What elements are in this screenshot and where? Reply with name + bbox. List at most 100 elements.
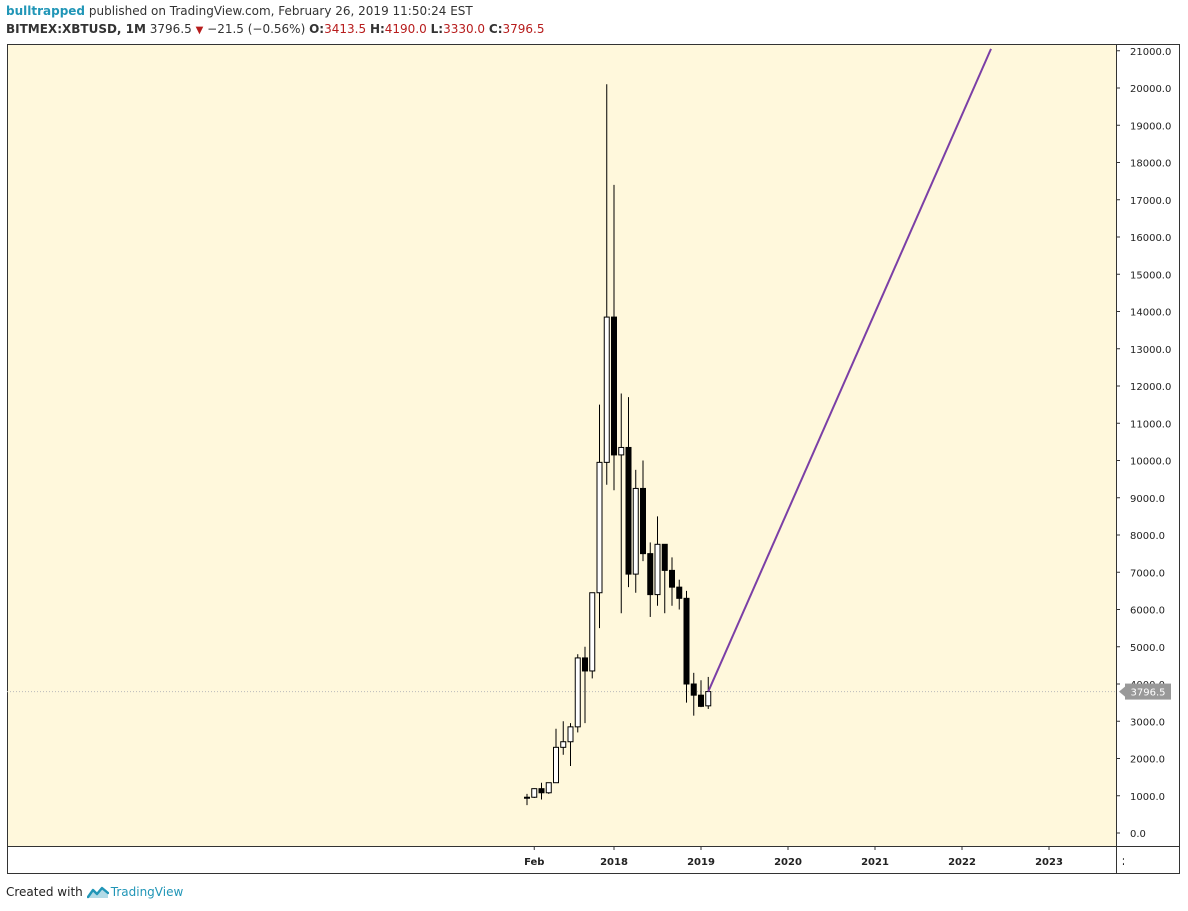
x-tick-label: Feb [524, 857, 544, 868]
x-tick-label: 2022 [948, 857, 976, 868]
y-tick-label: 17000.0 [1130, 196, 1171, 207]
candle-body [625, 446, 632, 575]
candle-body [589, 592, 596, 672]
candle [676, 579, 683, 610]
chart-border [7, 44, 1180, 874]
candle [524, 793, 530, 806]
candle [596, 404, 603, 629]
candle [531, 788, 538, 798]
published-text: published on TradingView.com, February 2… [88, 4, 473, 18]
candle [632, 469, 639, 593]
x-tick-label: 2018 [600, 857, 628, 868]
tradingview-logo-icon [86, 886, 109, 899]
x-tick-label: 2023 [1035, 857, 1063, 868]
y-tick-label: 2000.0 [1130, 755, 1165, 766]
y-tick-label: 10000.0 [1130, 457, 1171, 468]
candle [698, 680, 704, 708]
candle-body [669, 569, 675, 588]
low-label: L: [430, 22, 444, 36]
y-tick-label: 3000.0 [1130, 717, 1165, 728]
x-tick-label: 2019 [687, 857, 715, 868]
symbol-label: BITMEX:XBTUSD, 1M [6, 22, 146, 36]
y-tick-label: 5000.0 [1130, 643, 1165, 654]
footer: Created with TradingView [6, 885, 183, 899]
candle [582, 646, 588, 724]
plot-area[interactable] [7, 44, 1116, 846]
y-tick-label: 15000.0 [1130, 270, 1171, 281]
candle [603, 84, 610, 485]
candle-body [698, 694, 704, 707]
candle-body [574, 657, 581, 728]
candle-body [531, 788, 538, 798]
candle [538, 782, 545, 800]
candle-body [683, 597, 690, 685]
candle [647, 542, 654, 617]
last-price: 3796.5 [149, 22, 192, 36]
symbol-legend: BITMEX:XBTUSD, 1M 3796.5 ▼ −21.5 (−0.56%… [6, 22, 545, 36]
candle-body [632, 487, 639, 575]
candle-body [560, 741, 567, 748]
axis-frame [7, 44, 1180, 874]
y-tick-label: 13000.0 [1130, 345, 1171, 356]
high-value: 4190.0 [384, 22, 427, 36]
candle-body [545, 782, 552, 794]
created-with-text: Created with [6, 885, 83, 899]
candle [560, 721, 567, 755]
y-tick-label: 20000.0 [1130, 84, 1171, 95]
candle-body [567, 726, 574, 743]
low-value: 3330.0 [443, 22, 486, 36]
down-arrow-icon: ▼ [195, 25, 204, 36]
candle [683, 590, 690, 703]
tradingview-brand[interactable]: TradingView [110, 885, 184, 899]
x-tick-label: 2020 [774, 857, 802, 868]
y-tick-label: 8000.0 [1130, 531, 1165, 542]
candle [611, 184, 617, 491]
y-tick-label: 11000.0 [1130, 419, 1171, 430]
y-axis[interactable]: 0.01000.02000.03000.04000.05000.06000.07… [1116, 47, 1171, 840]
close-value: 3796.5 [502, 22, 545, 36]
candle-body [582, 657, 588, 672]
candle [661, 543, 668, 614]
y-tick-label: 21000.0 [1130, 47, 1171, 58]
y-tick-label: 1000.0 [1130, 792, 1165, 803]
y-tick-label: 6000.0 [1130, 606, 1165, 617]
publish-info: bulltrapped published on TradingView.com… [6, 4, 473, 18]
candle-body [538, 788, 545, 794]
candle [553, 728, 559, 784]
last-price-tag-pointer [1119, 686, 1125, 697]
y-tick-label: 18000.0 [1130, 159, 1171, 170]
candle-body [603, 316, 610, 463]
candle-body [705, 691, 712, 707]
candle-body [661, 543, 668, 571]
y-tick-label: 9000.0 [1130, 494, 1165, 505]
candle [625, 397, 632, 588]
author-name[interactable]: bulltrapped [6, 4, 86, 18]
open-label: O: [309, 22, 325, 36]
candle-body [553, 746, 559, 784]
x-tick-label: 2024 [1122, 857, 1150, 868]
candle [690, 672, 697, 716]
price-change: −21.5 (−0.56%) [207, 22, 306, 36]
x-axis[interactable]: Feb 2018 2019 2020 2021 2022 2023 2024 [524, 846, 1150, 868]
trend-line-group[interactable] [707, 48, 992, 692]
candle-body [640, 487, 646, 555]
open-value: 3413.5 [324, 22, 367, 36]
y-tick-label: 0.0 [1130, 829, 1146, 840]
y-tick-label: 12000.0 [1130, 382, 1171, 393]
last-price-tag-label: 3796.5 [1131, 688, 1166, 699]
candle [567, 723, 574, 766]
candle [654, 516, 661, 606]
candle [618, 393, 625, 614]
candle [589, 592, 596, 679]
trend-line[interactable] [707, 48, 992, 692]
candle-body [676, 586, 683, 599]
last-price-tag-group: 3796.5 [1119, 683, 1171, 700]
y-tick-label: 19000.0 [1130, 121, 1171, 132]
y-tick-label: 16000.0 [1130, 233, 1171, 244]
candle-body [647, 553, 654, 596]
candle-body [690, 683, 697, 696]
candle-body [654, 543, 661, 596]
high-label: H: [369, 22, 385, 36]
last-price-tag [1125, 683, 1171, 700]
